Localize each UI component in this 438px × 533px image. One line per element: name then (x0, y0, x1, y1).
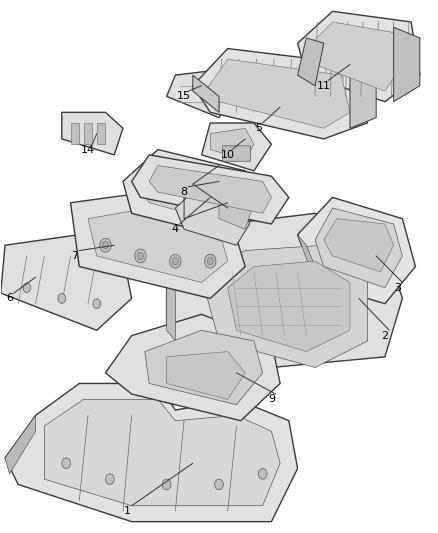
Circle shape (207, 257, 213, 265)
Text: 10: 10 (221, 150, 235, 160)
Text: 2: 2 (381, 330, 389, 341)
Text: 5: 5 (255, 123, 262, 133)
Circle shape (170, 254, 181, 268)
Circle shape (23, 283, 31, 293)
Polygon shape (5, 415, 35, 474)
FancyBboxPatch shape (223, 146, 251, 161)
Polygon shape (166, 352, 245, 399)
Polygon shape (71, 192, 245, 298)
Polygon shape (297, 197, 416, 304)
Text: 8: 8 (180, 187, 187, 197)
Text: 3: 3 (395, 283, 402, 293)
Circle shape (102, 241, 109, 249)
Circle shape (62, 458, 71, 469)
Polygon shape (166, 256, 175, 341)
Text: 6: 6 (6, 293, 13, 303)
Text: 1: 1 (124, 506, 131, 516)
Polygon shape (201, 123, 272, 171)
Circle shape (58, 294, 66, 303)
Bar (71, 123, 79, 144)
Polygon shape (149, 165, 272, 213)
Circle shape (135, 249, 146, 263)
Polygon shape (145, 330, 263, 405)
Circle shape (258, 469, 267, 479)
Circle shape (205, 254, 216, 268)
Circle shape (172, 257, 178, 265)
Text: 7: 7 (71, 251, 78, 261)
Polygon shape (175, 192, 250, 245)
Text: 4: 4 (172, 224, 179, 235)
Polygon shape (5, 383, 297, 522)
Polygon shape (1, 235, 132, 330)
Polygon shape (306, 22, 403, 91)
Polygon shape (297, 11, 420, 102)
Text: 11: 11 (317, 81, 331, 91)
Polygon shape (88, 208, 228, 282)
Polygon shape (193, 75, 219, 112)
Polygon shape (62, 112, 123, 155)
Polygon shape (315, 208, 403, 288)
Polygon shape (228, 261, 350, 352)
Text: 15: 15 (177, 91, 191, 101)
Bar (97, 123, 106, 144)
Polygon shape (210, 128, 254, 160)
Polygon shape (166, 70, 237, 118)
Polygon shape (123, 150, 263, 240)
Polygon shape (44, 399, 280, 506)
Circle shape (106, 474, 114, 484)
Polygon shape (132, 155, 289, 224)
Polygon shape (106, 314, 280, 421)
Circle shape (162, 479, 171, 490)
Polygon shape (219, 192, 254, 229)
Polygon shape (166, 213, 403, 368)
Circle shape (93, 299, 101, 309)
Polygon shape (193, 49, 367, 139)
Polygon shape (394, 27, 420, 102)
Polygon shape (297, 38, 324, 86)
Polygon shape (350, 64, 376, 128)
Text: 14: 14 (81, 144, 95, 155)
Polygon shape (297, 235, 324, 288)
Polygon shape (201, 59, 350, 128)
Circle shape (100, 238, 111, 252)
Circle shape (138, 252, 144, 260)
Text: 9: 9 (268, 394, 275, 405)
Polygon shape (201, 245, 367, 368)
Polygon shape (324, 219, 394, 272)
Bar (84, 123, 92, 144)
Polygon shape (141, 165, 245, 224)
Circle shape (215, 479, 223, 490)
